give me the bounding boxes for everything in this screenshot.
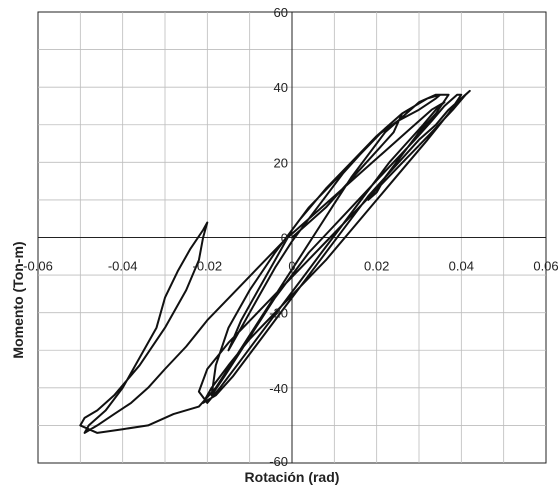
x-tick-label: 0.02 bbox=[364, 259, 389, 274]
x-axis-title: Rotación (rad) bbox=[245, 469, 340, 485]
y-tick-label: 40 bbox=[274, 80, 288, 95]
y-tick-label: 0 bbox=[281, 231, 288, 246]
y-tick-label: -40 bbox=[269, 381, 288, 396]
y-tick-label: 20 bbox=[274, 155, 288, 170]
y-axis-title: Momento (Ton-m) bbox=[10, 241, 26, 358]
y-tick-label: -20 bbox=[269, 306, 288, 321]
x-tick-label: -0.02 bbox=[193, 259, 223, 274]
x-tick-label: -0.06 bbox=[23, 259, 53, 274]
series-line bbox=[79, 89, 471, 434]
x-tick-label: 0.06 bbox=[533, 259, 558, 274]
x-tick-label: 0 bbox=[288, 259, 295, 274]
moment-rotation-curve bbox=[79, 89, 471, 434]
y-tick-label: -60 bbox=[269, 454, 288, 469]
x-tick-label: 0.04 bbox=[449, 259, 474, 274]
y-tick-label: 60 bbox=[274, 5, 288, 20]
tick-labels: -0.06 -0.04 -0.02 0 0.02 0.04 0.06 -60 -40 -20 0 20… bbox=[23, 5, 558, 469]
x-tick-label: -0.04 bbox=[108, 259, 138, 274]
